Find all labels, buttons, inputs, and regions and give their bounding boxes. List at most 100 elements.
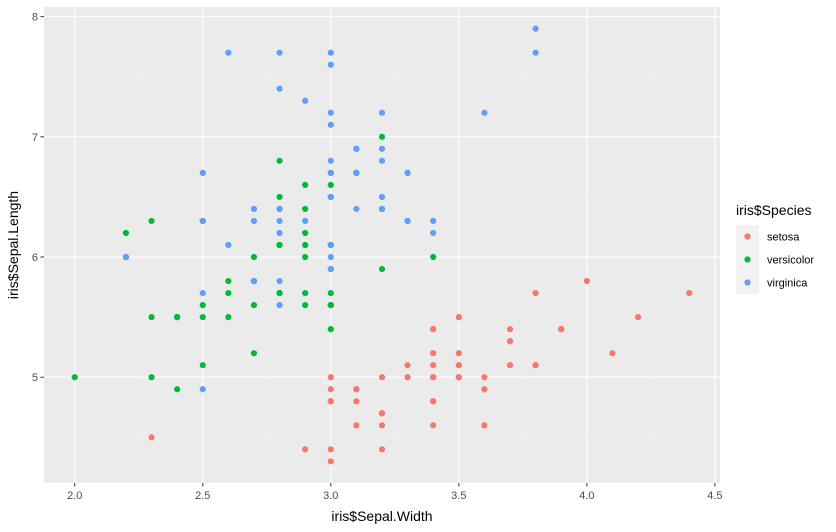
legend-items: setosa versicolor virginica	[736, 225, 814, 294]
point-setosa	[430, 398, 437, 405]
point-setosa	[455, 314, 462, 321]
point-virginica	[378, 157, 386, 164]
point-virginica	[532, 25, 539, 32]
point-virginica	[250, 205, 258, 213]
y-axis-title: iris$Sepal.Length	[5, 191, 21, 299]
point-setosa	[378, 446, 386, 453]
point-setosa	[481, 422, 488, 429]
point-versicolor	[225, 277, 232, 285]
y-tick-label: 7	[32, 132, 38, 144]
point-versicolor	[276, 289, 283, 297]
legend: iris$Species setosa versicolor virginica	[736, 202, 814, 294]
point-setosa	[430, 422, 437, 429]
y-tick-label: 5	[32, 372, 38, 384]
point-virginica	[327, 253, 334, 261]
point-virginica	[327, 121, 334, 128]
point-versicolor	[250, 302, 258, 309]
point-virginica	[276, 49, 283, 56]
point-virginica	[225, 241, 232, 249]
point-setosa	[353, 422, 360, 429]
point-setosa	[609, 350, 616, 357]
point-virginica	[327, 157, 334, 164]
point-virginica	[276, 277, 283, 285]
point-setosa	[404, 362, 411, 369]
point-versicolor	[302, 289, 309, 297]
point-virginica	[327, 265, 334, 273]
point-versicolor	[148, 374, 155, 381]
point-versicolor	[302, 229, 309, 237]
point-setosa	[378, 410, 386, 417]
point-versicolor	[148, 217, 155, 225]
y-tick-label: 6	[32, 252, 38, 264]
point-versicolor	[250, 253, 258, 261]
point-setosa	[302, 446, 309, 453]
point-setosa	[583, 277, 590, 285]
point-setosa	[506, 326, 514, 333]
point-virginica	[276, 85, 283, 92]
x-axis-ticks: 2.0 2.5 3.0 3.5 4.0 4.5	[67, 483, 723, 502]
point-versicolor	[225, 314, 232, 321]
point-virginica	[481, 109, 488, 116]
point-setosa	[455, 350, 462, 357]
point-setosa	[430, 350, 437, 357]
point-virginica	[276, 217, 283, 225]
major-gridlines	[44, 7, 720, 483]
legend-marker-virginica	[744, 279, 751, 286]
point-versicolor	[430, 253, 437, 261]
minor-gridlines	[44, 7, 720, 483]
point-versicolor	[199, 302, 206, 309]
point-setosa	[378, 374, 386, 381]
point-virginica	[199, 289, 206, 297]
point-versicolor	[199, 314, 206, 321]
point-versicolor	[174, 314, 181, 321]
point-virginica	[250, 277, 258, 285]
point-setosa	[327, 386, 334, 393]
legend-marker-setosa	[744, 233, 751, 240]
point-virginica	[353, 169, 360, 176]
legend-marker-versicolor	[744, 256, 751, 263]
plot-panel	[44, 7, 720, 483]
point-setosa	[353, 398, 360, 405]
x-tick-label: 4.5	[707, 490, 722, 502]
point-setosa	[378, 422, 386, 429]
point-setosa	[532, 289, 539, 297]
point-setosa	[327, 458, 334, 465]
point-setosa	[686, 289, 693, 297]
point-virginica	[327, 193, 334, 201]
point-virginica	[404, 169, 411, 176]
point-versicolor	[250, 350, 258, 357]
point-setosa	[148, 434, 155, 441]
x-axis-title: iris$Sepal.Width	[331, 508, 432, 524]
point-setosa	[532, 362, 539, 369]
point-virginica	[327, 169, 334, 176]
point-setosa	[506, 338, 514, 345]
point-virginica	[430, 229, 437, 237]
point-setosa	[430, 362, 437, 369]
point-versicolor	[225, 289, 232, 297]
point-versicolor	[302, 241, 309, 249]
point-setosa	[353, 386, 360, 393]
legend-label-virginica: virginica	[767, 278, 808, 290]
point-virginica	[378, 193, 386, 201]
point-virginica	[353, 145, 360, 152]
point-virginica	[327, 109, 334, 116]
point-versicolor	[327, 289, 334, 297]
point-setosa	[327, 374, 334, 381]
point-setosa	[481, 374, 488, 381]
point-virginica	[353, 205, 360, 213]
point-setosa	[404, 374, 411, 381]
point-virginica	[532, 49, 539, 56]
y-axis-ticks: 5 6 7 8	[32, 12, 44, 384]
point-virginica	[327, 61, 334, 68]
point-setosa	[430, 374, 437, 381]
point-versicolor	[302, 205, 309, 213]
legend-label-setosa: setosa	[767, 232, 800, 244]
point-versicolor	[71, 374, 78, 381]
point-versicolor	[378, 265, 386, 273]
point-setosa	[327, 398, 334, 405]
point-virginica	[302, 217, 309, 225]
point-setosa	[430, 326, 437, 333]
point-virginica	[276, 205, 283, 213]
point-virginica	[122, 253, 130, 261]
point-setosa	[506, 362, 514, 369]
